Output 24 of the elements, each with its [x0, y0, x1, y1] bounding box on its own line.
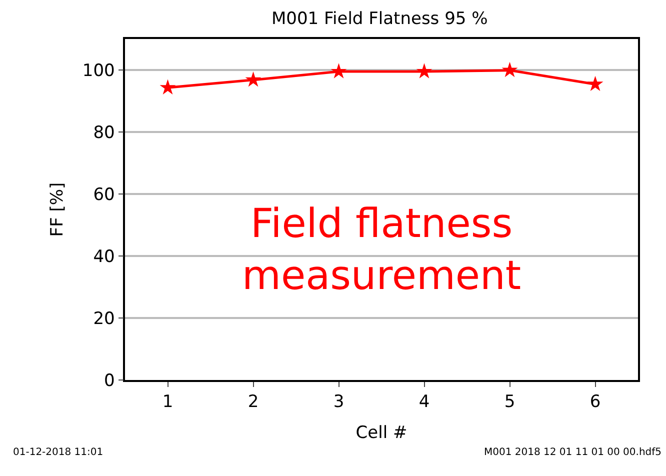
- text: 01-12-2018 11:01: [13, 447, 104, 458]
- y-axis-title: FF [%]: [47, 182, 68, 237]
- y-tick-label: 40: [93, 246, 115, 267]
- y-tick-label: 80: [93, 122, 115, 143]
- y-tick-label: 60: [93, 184, 115, 205]
- point: [587, 76, 604, 92]
- text: M001 2018 12 01 11 01 00 00.hdf5: [484, 447, 662, 458]
- x-tick-label: 3: [333, 392, 344, 412]
- x-tick-label: 2: [248, 392, 259, 412]
- y-tick-label: 0: [104, 370, 115, 391]
- point: [416, 63, 432, 78]
- x-tick-label: 1: [162, 392, 174, 412]
- x-axis-title: Cell #: [356, 423, 408, 444]
- point: [245, 72, 262, 87]
- x-tick-label: 4: [418, 392, 430, 412]
- x-tick-label: 5: [504, 392, 516, 412]
- x-tick-label: 6: [590, 392, 601, 412]
- point: [502, 62, 518, 78]
- annotation: Field flatness measurement: [242, 201, 522, 299]
- y-tick-label: 20: [93, 308, 115, 329]
- chart-title: M001 Field Flatness 95 %: [271, 8, 488, 29]
- point: [330, 63, 347, 78]
- point: [160, 79, 176, 94]
- y-tick-label: 100: [82, 60, 115, 81]
